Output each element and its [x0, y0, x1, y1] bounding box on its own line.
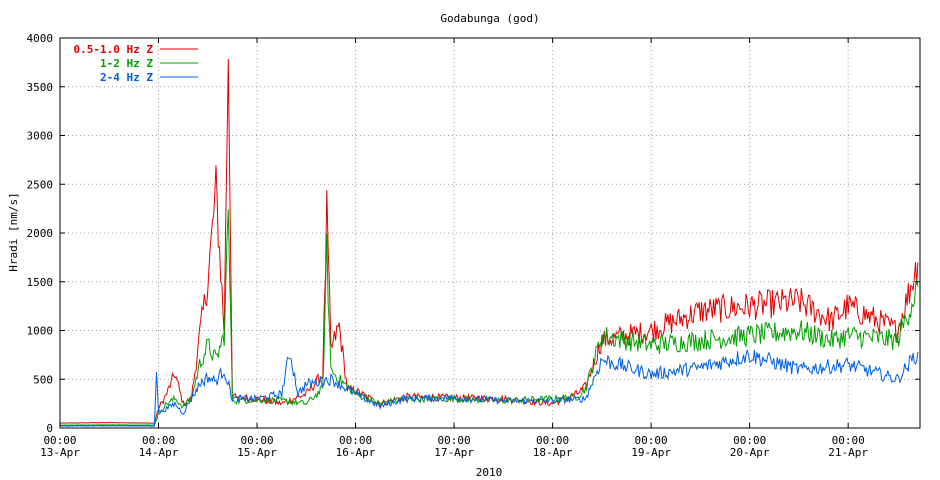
series-lines — [59, 58, 919, 427]
x-tick-date-label: 16-Apr — [336, 446, 376, 459]
grid — [60, 38, 920, 428]
x-tick-time-label: 00:00 — [240, 434, 273, 447]
legend-label-2: 1-2 Hz Z — [100, 57, 153, 70]
y-tick-label: 0 — [46, 422, 53, 435]
x-tick-time-label: 00:00 — [832, 434, 865, 447]
y-tick-label: 4000 — [27, 32, 54, 45]
x-tick-time-label: 00:00 — [438, 434, 471, 447]
x-tick-date-label: 20-Apr — [730, 446, 770, 459]
x-tick-time-label: 00:00 — [43, 434, 76, 447]
y-tick-label: 1000 — [27, 325, 54, 338]
x-tick-date-label: 18-Apr — [533, 446, 573, 459]
series-line-3 — [60, 349, 919, 427]
x-tick-time-label: 00:00 — [733, 434, 766, 447]
legend-label-1: 0.5-1.0 Hz Z — [74, 43, 154, 56]
y-tick-label: 3000 — [27, 130, 54, 143]
x-tick-date-label: 13-Apr — [40, 446, 80, 459]
y-tick-label: 500 — [33, 373, 53, 386]
x-tick-date-label: 14-Apr — [139, 446, 179, 459]
chart-title: Godabunga (god) — [440, 12, 539, 25]
x-tick-date-label: 17-Apr — [434, 446, 474, 459]
x-tick-time-label: 00:00 — [339, 434, 372, 447]
y-axis-label: Hradi [nm/s] — [7, 192, 20, 271]
legend: 0.5-1.0 Hz Z1-2 Hz Z2-4 Hz Z — [74, 43, 198, 84]
x-axis-label: 2010 — [476, 466, 503, 479]
x-tick-date-label: 21-Apr — [828, 446, 868, 459]
plot-frame — [59, 37, 921, 429]
x-tick-date-label: 15-Apr — [237, 446, 277, 459]
axis-ticks: 0500100015002000250030003500400000:0013-… — [27, 32, 920, 459]
x-tick-date-label: 19-Apr — [631, 446, 671, 459]
y-tick-label: 3500 — [27, 81, 54, 94]
y-tick-label: 2500 — [27, 178, 54, 191]
series-line-1 — [59, 58, 919, 424]
y-tick-label: 1500 — [27, 276, 54, 289]
x-tick-time-label: 00:00 — [142, 434, 175, 447]
x-tick-time-label: 00:00 — [635, 434, 668, 447]
series-line-2 — [60, 209, 919, 426]
y-tick-label: 2000 — [27, 227, 54, 240]
legend-label-3: 2-4 Hz Z — [100, 71, 153, 84]
x-tick-time-label: 00:00 — [536, 434, 569, 447]
